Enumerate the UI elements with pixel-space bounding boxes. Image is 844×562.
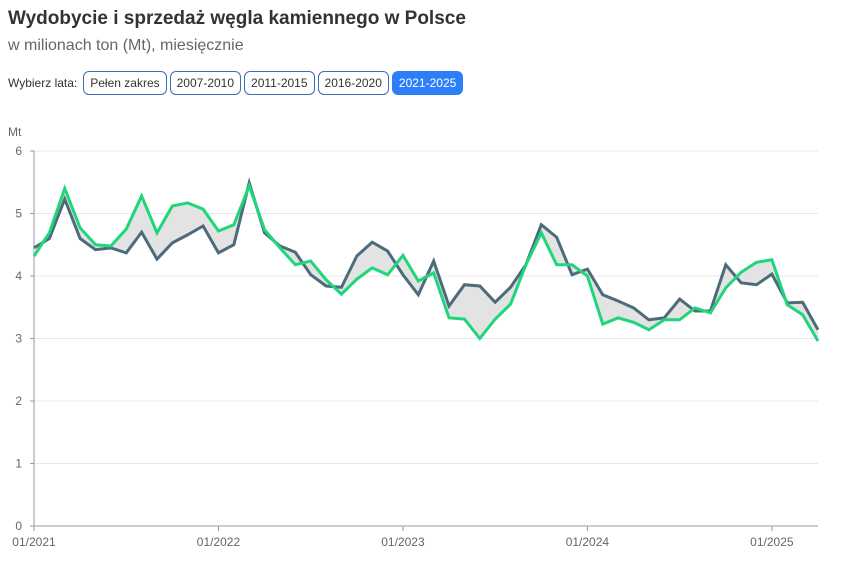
range-button-2007-2010[interactable]: 2007-2010 (169, 71, 242, 95)
y-tick-label: 5 (15, 207, 22, 221)
y-tick-label: 2 (15, 394, 22, 408)
series-line-1 (32, 181, 820, 342)
range-button-2021-2025[interactable]: 2021-2025 (391, 71, 464, 95)
x-tick-label: 01/2021 (12, 535, 56, 549)
range-button-2016-2020[interactable]: 2016-2020 (317, 71, 389, 95)
year-range-selector: Wybierz lata: Pełen zakres 2007-2010 201… (8, 71, 464, 95)
year-range-label: Wybierz lata: (8, 76, 78, 90)
x-tick-label: 01/2023 (381, 535, 425, 549)
area-between-series (34, 182, 818, 341)
chart-subtitle: w milionach ton (Mt), miesięcznie (8, 37, 244, 54)
x-tick-label: 01/2024 (566, 535, 610, 549)
series-line-0 (33, 177, 820, 331)
y-tick-label: 4 (15, 269, 22, 283)
y-axis-unit: Mt (8, 125, 22, 139)
y-tick-label: 6 (15, 144, 22, 158)
y-tick-label: 0 (15, 519, 22, 533)
y-tick-label: 3 (15, 332, 22, 346)
x-tick-label: 01/2025 (750, 535, 794, 549)
x-tick-label: 01/2022 (197, 535, 241, 549)
chart-title: Wydobycie i sprzedaż węgla kamiennego w … (8, 8, 466, 29)
range-button-full[interactable]: Pełen zakres (83, 71, 167, 95)
y-tick-label: 1 (15, 457, 22, 471)
range-button-2011-2015[interactable]: 2011-2015 (244, 71, 315, 95)
